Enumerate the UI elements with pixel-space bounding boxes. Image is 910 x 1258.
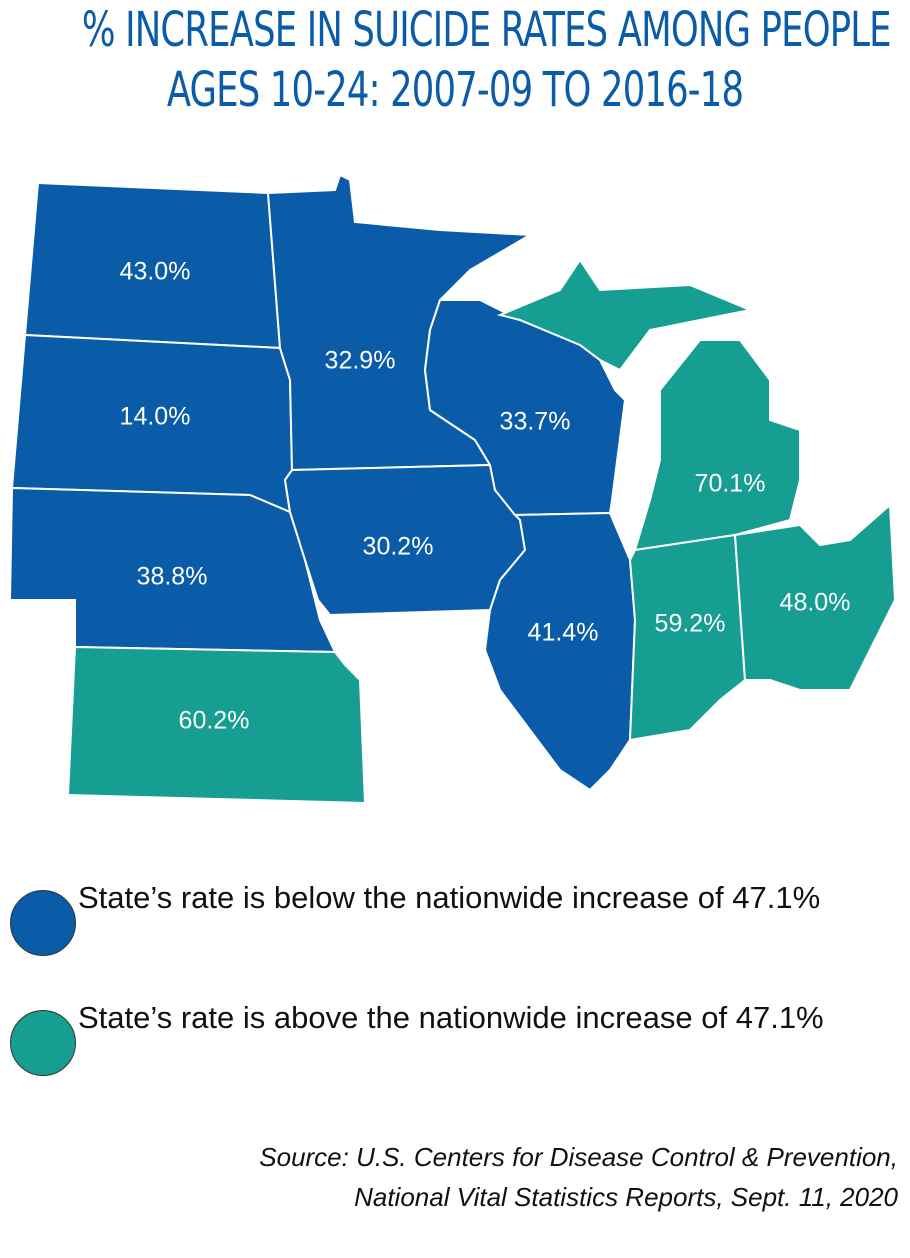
legend-swatch: [10, 1010, 76, 1076]
legend-swatch: [10, 890, 76, 956]
state-label: 41.4%: [528, 619, 599, 647]
state: [496, 258, 754, 372]
source-line: Source: U.S. Centers for Disease Control…: [259, 1142, 898, 1172]
state-label: 33.7%: [500, 408, 571, 436]
state-label: 38.8%: [137, 563, 208, 591]
state: [733, 502, 897, 691]
state-label: 70.1%: [695, 470, 766, 498]
title-line: AGES 10-24: 2007-09 TO 2016-18: [166, 62, 744, 118]
state-label: 30.2%: [363, 533, 434, 561]
state-label: 48.0%: [780, 589, 851, 617]
map: 43.0% 14.0% 38.8% 60.2% 32.9% 30.2% 33.7% 41.4%…: [8, 173, 897, 805]
legend-text: State’s rate is below the nationwide inc…: [78, 880, 821, 915]
state-label: 14.0%: [120, 403, 191, 431]
state-label: 43.0%: [120, 258, 191, 286]
state-label: 60.2%: [179, 707, 250, 735]
state: [633, 339, 801, 552]
state: [66, 645, 367, 805]
state: [8, 486, 337, 654]
title-line: % INCREASE IN SUICIDE RATES AMONG PEOPLE: [81, 2, 892, 58]
legend-text: State’s rate is above the nationwide inc…: [78, 1000, 824, 1035]
state-label: 59.2%: [655, 610, 726, 638]
source-line: National Vital Statistics Reports, Sept.…: [354, 1182, 898, 1212]
state-label: 32.9%: [325, 347, 396, 375]
